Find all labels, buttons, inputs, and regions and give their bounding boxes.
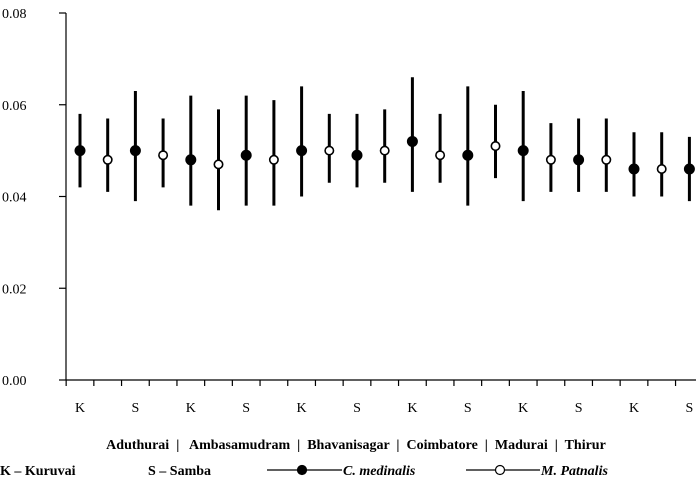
x-tick-label: S — [686, 401, 694, 416]
medinalis-point — [462, 149, 474, 161]
legend-patnalis-label: M. Patnalis — [540, 464, 608, 479]
patnalis-point — [324, 145, 335, 156]
medinalis-point — [74, 145, 86, 157]
y-tick-label: 0.00 — [2, 374, 27, 389]
plot-marks — [74, 77, 695, 211]
patnalis-point — [545, 154, 556, 165]
medinalis-point — [296, 145, 308, 157]
x-tick-label: S — [353, 401, 361, 416]
y-tick-label: 0.06 — [2, 99, 27, 114]
legend-kuruvai: K – Kuruvai — [0, 464, 76, 479]
x-tick-label: K — [297, 401, 307, 416]
patnalis-point — [213, 159, 224, 170]
patnalis-point — [490, 141, 501, 152]
x-tick-label: K — [186, 401, 196, 416]
patnalis-point — [435, 150, 446, 161]
patnalis-point — [158, 150, 169, 161]
patnalis-point — [601, 154, 612, 165]
legend-samba: S – Samba — [148, 464, 211, 479]
y-tick-label: 0.08 — [2, 7, 27, 22]
x-tick-label: K — [75, 401, 85, 416]
axes: 0.00 0.02 0.04 0.06 0.08 K S K S K S K S K S K S — [2, 7, 696, 416]
medinalis-point — [683, 163, 695, 175]
patnalis-point — [268, 154, 279, 165]
x-tick-label: S — [575, 401, 583, 416]
medinalis-point — [185, 154, 197, 166]
x-tick-label: K — [518, 401, 528, 416]
x-tick-label: S — [132, 401, 140, 416]
x-tick-label: S — [464, 401, 472, 416]
y-tick-label: 0.02 — [2, 282, 27, 297]
x-tick-label: K — [407, 401, 417, 416]
medinalis-point — [351, 149, 363, 161]
medinalis-point — [517, 145, 529, 157]
y-tick-label: 0.04 — [2, 191, 27, 206]
legend: K – Kuruvai S – Samba C. medinalis M. Pa… — [0, 464, 608, 479]
location-group-labels: Aduthurai | Ambasamudram | Bhavanisagar … — [106, 438, 606, 453]
x-tick-label: K — [629, 401, 639, 416]
medinalis-point — [628, 163, 640, 175]
x-tick-label: S — [242, 401, 250, 416]
legend-patnalis-marker — [494, 464, 506, 476]
medinalis-point — [406, 135, 418, 147]
patnalis-point — [102, 154, 113, 165]
legend-medinalis-marker — [296, 464, 308, 476]
patnalis-point — [656, 163, 667, 174]
medinalis-point — [573, 154, 585, 166]
medinalis-point — [129, 145, 141, 157]
legend-medinalis-label: C. medinalis — [343, 464, 416, 479]
medinalis-point — [240, 149, 252, 161]
patnalis-point — [379, 145, 390, 156]
